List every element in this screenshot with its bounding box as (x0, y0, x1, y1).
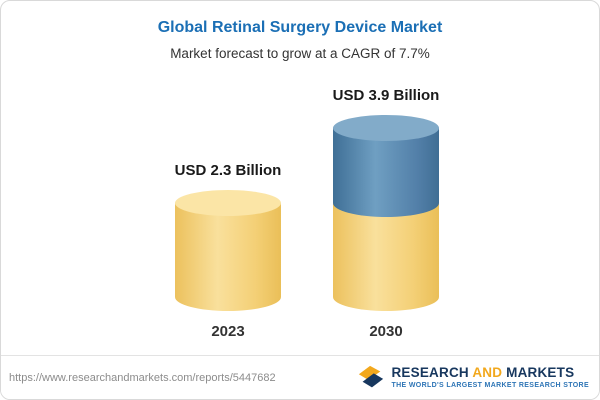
category-label-2030: 2030 (369, 323, 403, 340)
cylinder-2030-top-ellipse (333, 115, 439, 141)
logo-word-and: AND (472, 364, 503, 380)
chart-header: Global Retinal Surgery Device Market Mar… (1, 1, 599, 61)
cylinder-2023-body (175, 203, 281, 311)
chart-subtitle: Market forecast to grow at a CAGR of 7.7… (170, 46, 430, 61)
logo-mark-icon (359, 365, 384, 387)
logo-text-block: RESEARCH AND MARKETS THE WORLD'S LARGEST… (391, 365, 589, 391)
logo-word-research: RESEARCH (391, 364, 469, 380)
research-and-markets-logo: RESEARCH AND MARKETS THE WORLD'S LARGEST… (357, 364, 589, 392)
report-url: https://www.researchandmarkets.com/repor… (9, 371, 276, 384)
logo-word-markets: MARKETS (506, 364, 575, 380)
cylinder-2030-base-segment (333, 203, 439, 311)
chart-title: Global Retinal Surgery Device Market (157, 19, 443, 36)
logo-wordmark: RESEARCH AND MARKETS (391, 365, 589, 381)
footer: https://www.researchandmarkets.com/repor… (1, 355, 599, 399)
cylinder-2030: USD 3.9 Billion 2030 (333, 87, 440, 340)
logo-tagline: THE WORLD'S LARGEST MARKET RESEARCH STOR… (391, 382, 589, 390)
cylinder-2023: USD 2.3 Billion 2023 (175, 162, 282, 340)
value-label-2023: USD 2.3 Billion (174, 162, 282, 179)
cylinder-2023-top-ellipse (175, 190, 281, 216)
value-label-2030: USD 3.9 Billion (332, 87, 440, 104)
cylinder-2030-growth-segment (333, 128, 439, 217)
category-label-2023: 2023 (211, 323, 245, 340)
